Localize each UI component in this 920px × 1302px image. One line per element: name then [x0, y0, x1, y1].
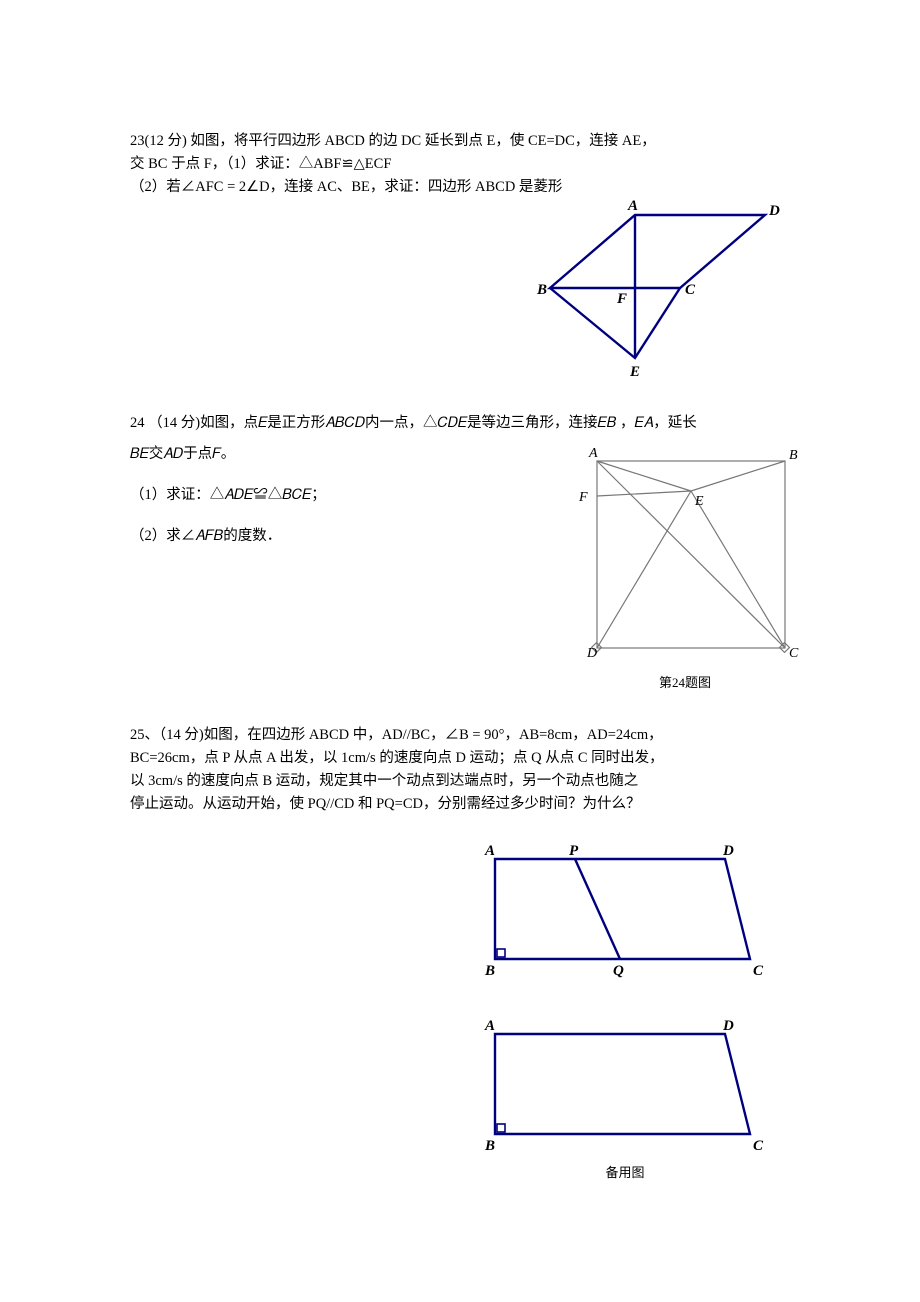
p25-line1: 25、（14 分)如图，在四边形 ABCD 中，AD//BC，∠B = 90°，…: [130, 724, 805, 747]
svg-text:E: E: [694, 494, 704, 509]
svg-text:A: A: [588, 446, 598, 461]
p25-line2: BC=26cm，点 P 从点 A 出发，以 1cm/s 的速度向点 D 运动；点…: [130, 747, 805, 770]
p24-sub1: （1）求证：△𝐴𝐷𝐸≌△𝐵𝐶𝐸；: [130, 484, 545, 507]
svg-text:C: C: [753, 963, 764, 979]
svg-text:Q: Q: [613, 963, 624, 979]
problem-23: 23(12 分) 如图，将平行四边形 ABCD 的边 DC 延长到点 E，使 C…: [130, 130, 805, 382]
p23-figure: A D B C F E: [425, 200, 805, 382]
svg-text:A: A: [484, 843, 495, 859]
p25-figure-main: A P D B Q C: [445, 841, 805, 986]
p24-caption: 第24题图: [565, 673, 805, 694]
p24-line1: 24 （14 分)如图，点𝐸是正方形𝐴𝐵𝐶𝐷内一点，△𝐶𝐷𝐸是等边三角形，连接𝐸…: [130, 412, 805, 435]
p23-line1: 23(12 分) 如图，将平行四边形 ABCD 的边 DC 延长到点 E，使 C…: [130, 130, 805, 153]
svg-text:D: D: [586, 646, 597, 661]
p25-line4: 停止运动。从运动开始，使 PQ//CD 和 PQ=CD，分别需经过多少时间？为什…: [130, 793, 805, 816]
p23-line2: 交 BC 于点 F，（1）求证：△ABF≌△ECF: [130, 153, 805, 176]
svg-text:A: A: [627, 200, 638, 214]
svg-text:B: B: [536, 282, 547, 298]
svg-text:F: F: [578, 490, 588, 505]
svg-text:B: B: [789, 448, 798, 463]
p25-figure-backup: A D B C: [445, 1016, 805, 1161]
p25-backup-caption: 备用图: [445, 1163, 805, 1184]
problem-25: 25、（14 分)如图，在四边形 ABCD 中，AD//BC，∠B = 90°，…: [130, 724, 805, 1185]
svg-text:A: A: [484, 1018, 495, 1034]
svg-text:C: C: [685, 282, 696, 298]
svg-text:C: C: [753, 1138, 764, 1154]
p24-line2: 𝐵𝐸交𝐴𝐷于点𝐹。: [130, 443, 545, 466]
svg-text:P: P: [569, 843, 579, 859]
svg-text:E: E: [629, 364, 640, 380]
svg-text:B: B: [484, 1138, 495, 1154]
svg-text:D: D: [722, 843, 734, 859]
p25-line3: 以 3cm/s 的速度向点 B 运动，规定其中一个动点到达端点时，另一个动点也随…: [130, 770, 805, 793]
p24-sub2: （2）求∠𝐴𝐹𝐵的度数．: [130, 525, 545, 548]
p24-figure: A B D C E F: [565, 443, 805, 663]
svg-text:D: D: [768, 203, 780, 219]
problem-24: 24 （14 分)如图，点𝐸是正方形𝐴𝐵𝐶𝐷内一点，△𝐶𝐷𝐸是等边三角形，连接𝐸…: [130, 412, 805, 694]
svg-text:F: F: [616, 291, 627, 307]
p23-line3: （2）若∠AFC = 2∠D，连接 AC、BE，求证：四边形 ABCD 是菱形: [130, 176, 805, 199]
svg-text:C: C: [789, 646, 799, 661]
svg-text:D: D: [722, 1018, 734, 1034]
svg-text:B: B: [484, 963, 495, 979]
